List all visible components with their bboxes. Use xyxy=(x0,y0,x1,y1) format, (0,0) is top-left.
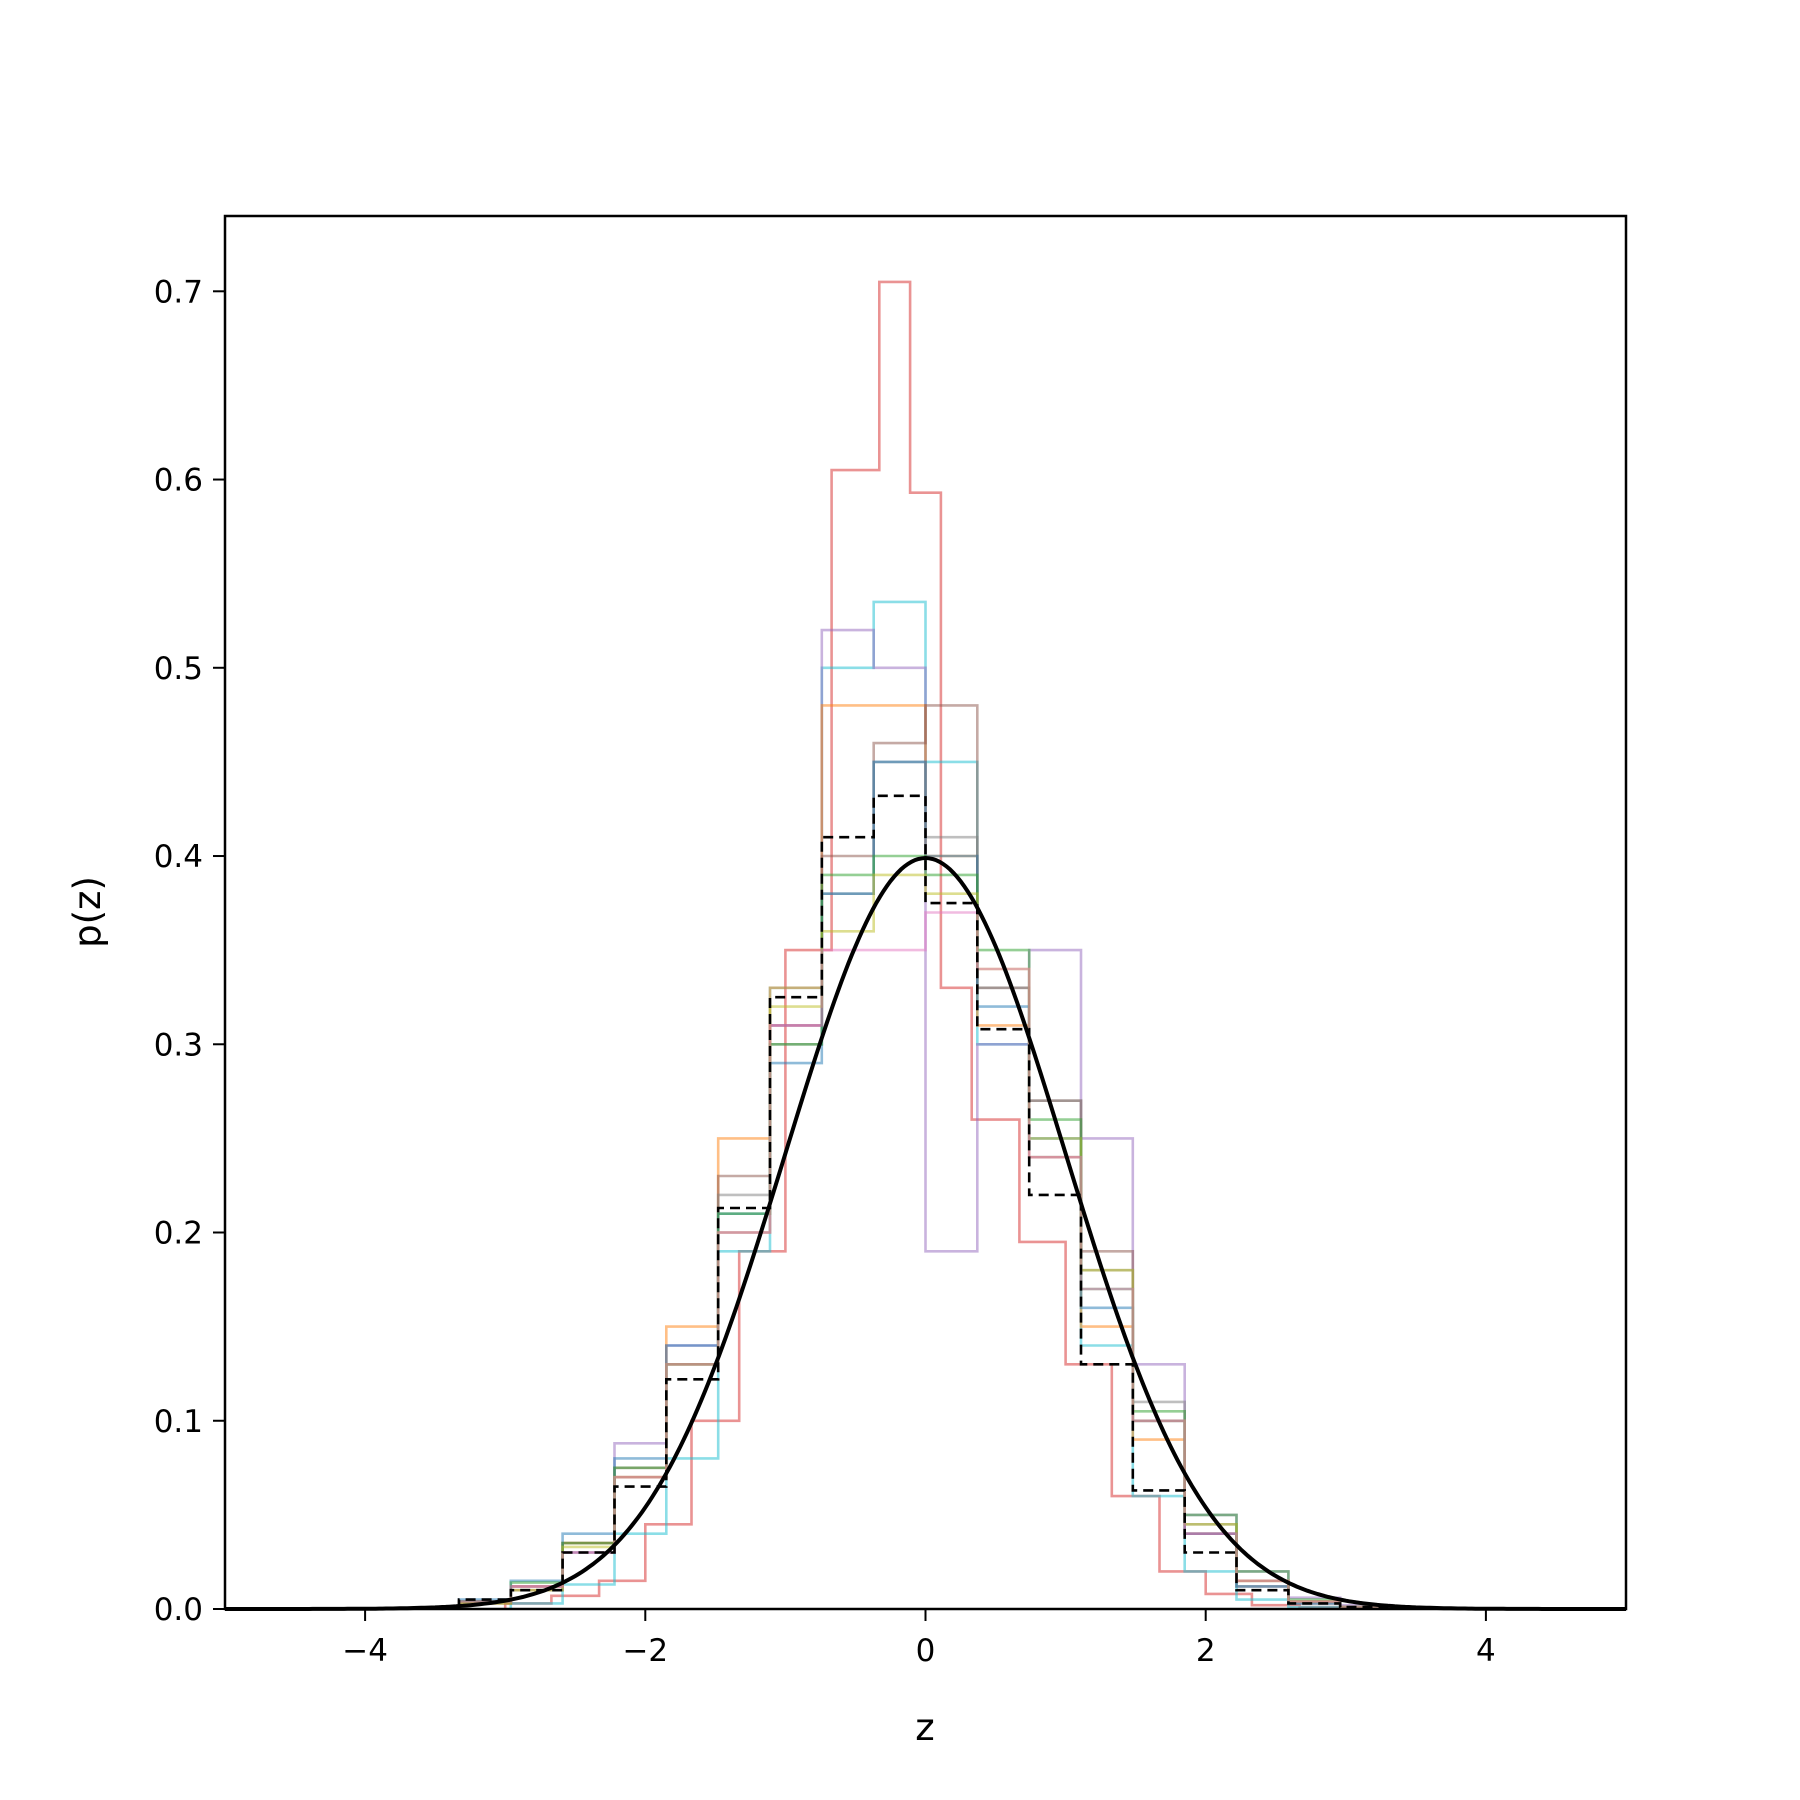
histogram-series-layer xyxy=(457,280,1394,1609)
y-axis-label: p(z) xyxy=(66,876,109,948)
histogram-series-0 xyxy=(457,794,1394,1609)
x-tick-label: −2 xyxy=(622,1633,668,1669)
normal-pdf-curve xyxy=(225,855,1626,1611)
y-tick-label: 0.6 xyxy=(154,463,203,499)
x-tick-label: 2 xyxy=(1196,1633,1216,1669)
y-tick-label: 0.4 xyxy=(154,839,203,875)
x-tick-label: 0 xyxy=(916,1633,936,1669)
histogram-series-1 xyxy=(503,280,1348,1609)
y-tick-label: 0.2 xyxy=(154,1216,203,1252)
x-tick-label: 4 xyxy=(1476,1633,1496,1669)
y-tick-label: 0.5 xyxy=(154,651,203,687)
normal-curve-layer xyxy=(225,855,1626,1611)
y-tick-label: 0.7 xyxy=(154,274,203,310)
y-tick-label: 0.1 xyxy=(154,1404,203,1440)
x-axis-label: z xyxy=(915,1706,934,1749)
y-tick-label: 0.0 xyxy=(154,1592,203,1628)
x-tick-label: −4 xyxy=(342,1633,388,1669)
y-ticks: 0.0 0.1 0.2 0.3 0.4 0.5 0.6 0.7 xyxy=(154,274,225,1628)
x-ticks: −4 −2 0 2 4 xyxy=(342,1609,1496,1669)
y-tick-label: 0.3 xyxy=(154,1027,203,1063)
